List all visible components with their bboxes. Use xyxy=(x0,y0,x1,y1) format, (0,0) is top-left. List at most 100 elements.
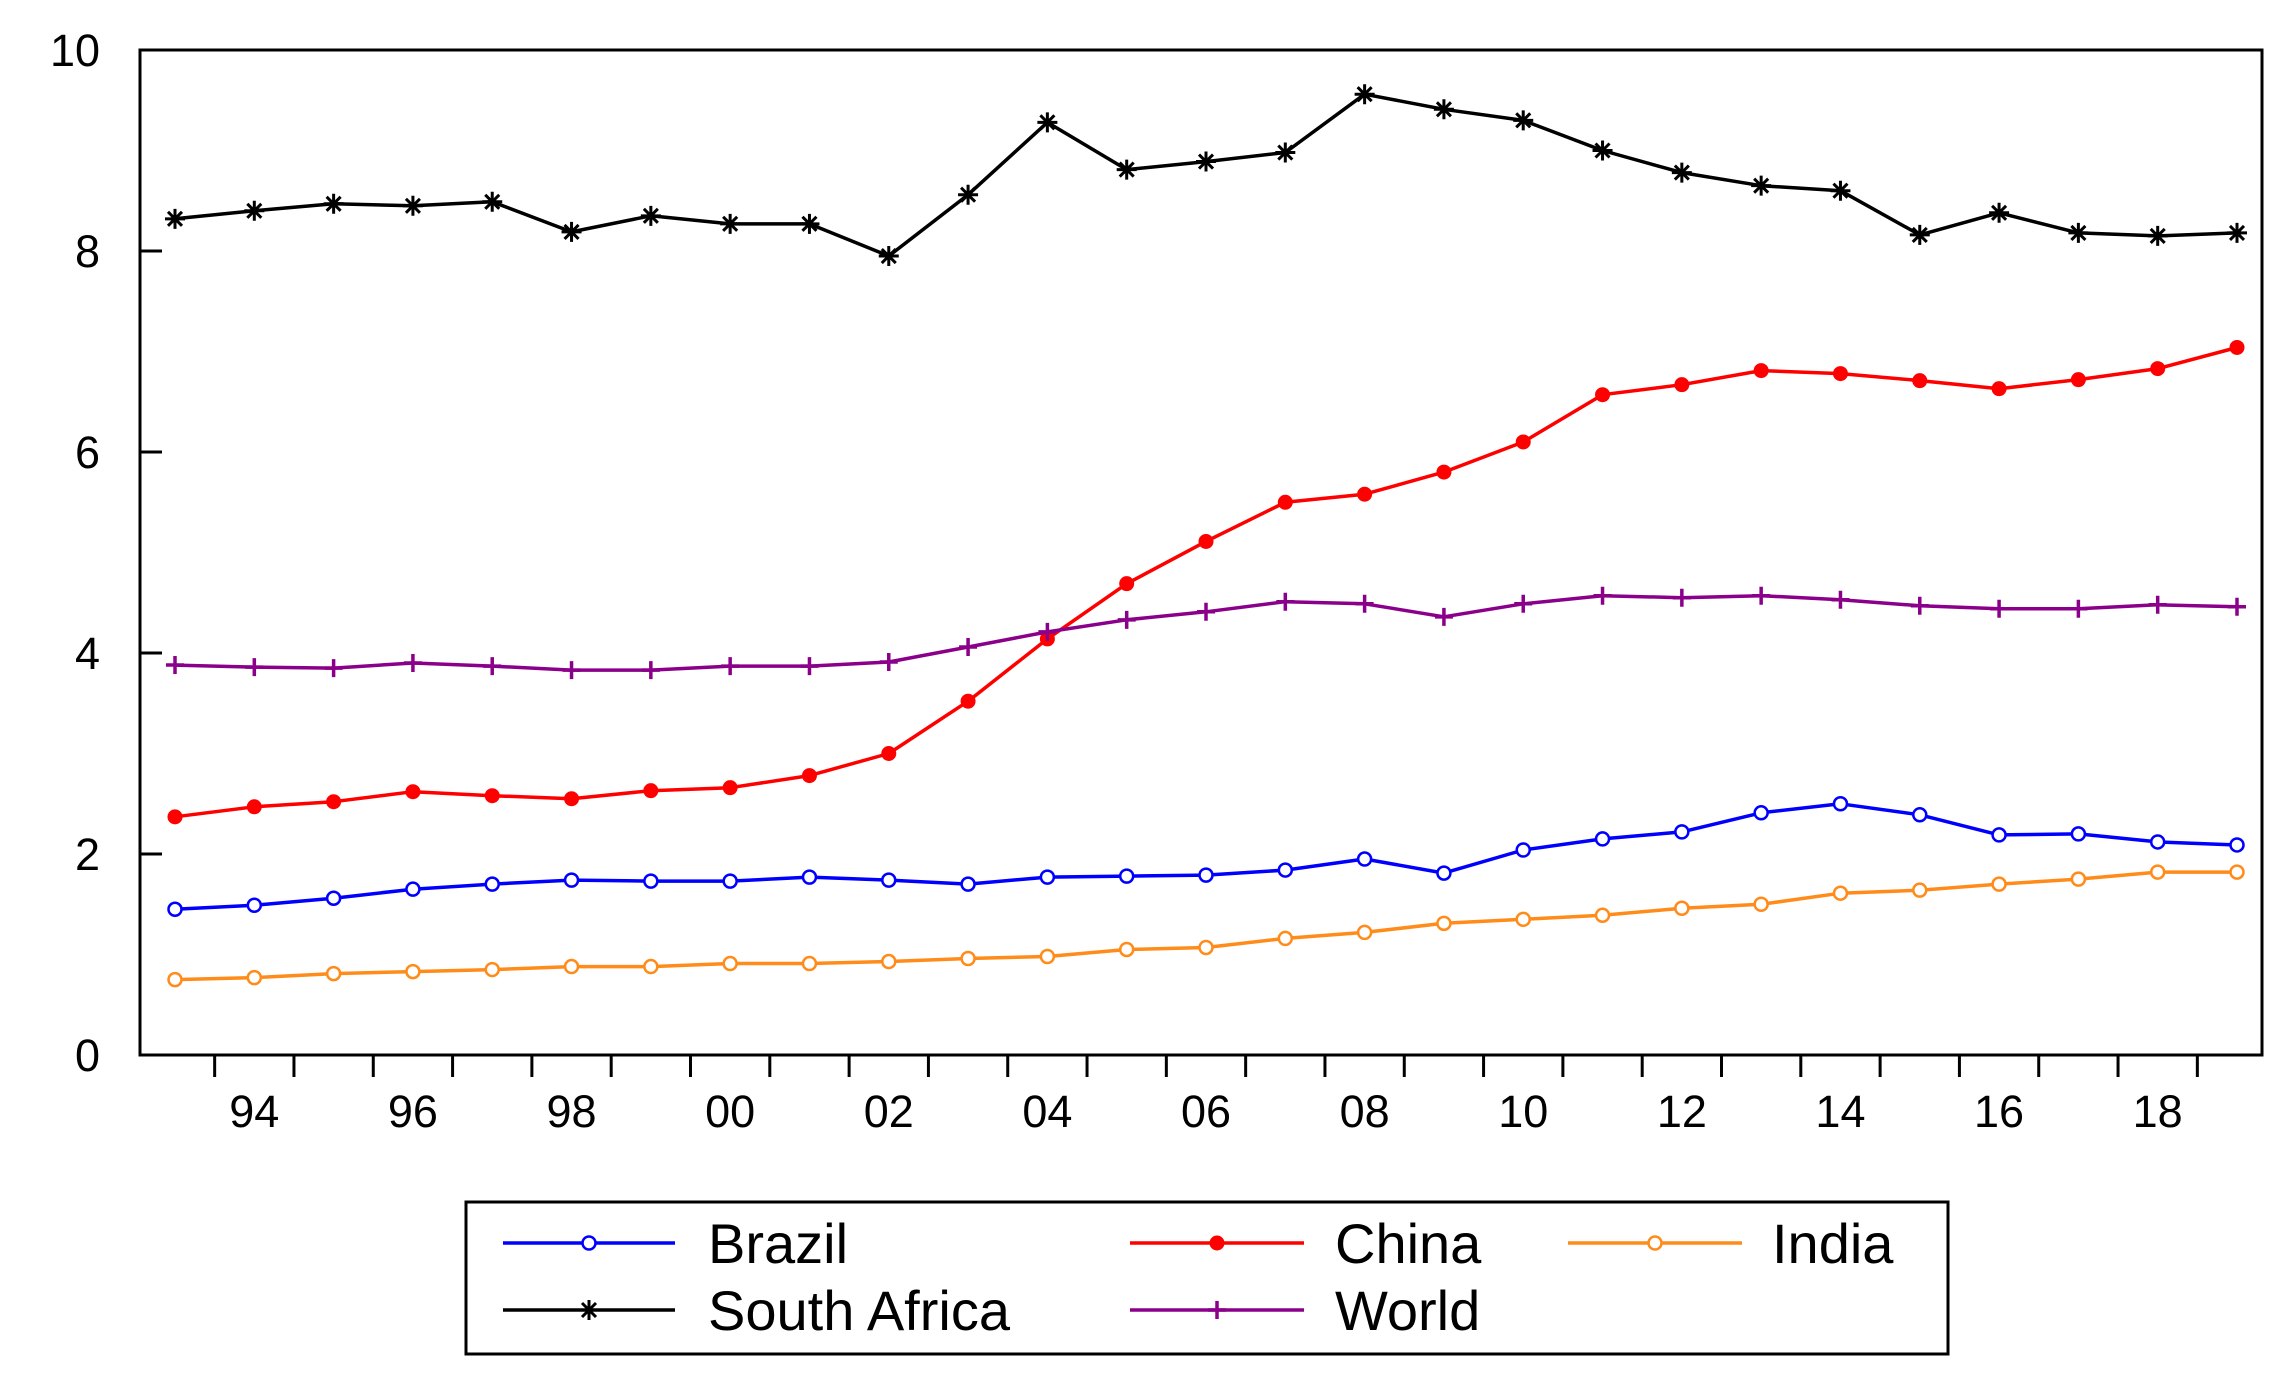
legend-item-china: China xyxy=(1130,1212,1482,1275)
point-south-africa xyxy=(323,193,344,214)
point-india xyxy=(1594,907,1611,924)
x-tick-label: 18 xyxy=(2133,1086,2183,1137)
point-china xyxy=(1515,434,1531,450)
point-brazil xyxy=(2070,826,2087,842)
point-south-africa xyxy=(2068,222,2089,243)
point-brazil xyxy=(484,876,500,892)
point-china xyxy=(484,788,500,804)
point-india xyxy=(405,963,421,980)
point-world xyxy=(1197,602,1215,621)
point-world xyxy=(245,658,264,677)
point-china xyxy=(405,784,421,800)
point-brazil xyxy=(1039,869,1056,885)
point-south-africa xyxy=(720,213,741,234)
point-world xyxy=(1514,594,1533,613)
x-tick-label: 12 xyxy=(1657,1086,1707,1137)
point-india xyxy=(722,955,738,972)
point-china xyxy=(564,791,580,807)
x-tick-label: 94 xyxy=(229,1086,279,1137)
point-india xyxy=(643,958,659,975)
point-india xyxy=(881,953,897,970)
point-brazil xyxy=(1277,862,1294,878)
point-brazil xyxy=(1356,851,1373,867)
point-south-africa xyxy=(799,213,820,234)
point-india xyxy=(1356,924,1373,941)
point-china xyxy=(246,799,262,815)
point-india xyxy=(1753,896,1769,912)
legend-marker xyxy=(1209,1235,1225,1251)
point-world xyxy=(2148,595,2167,614)
point-world xyxy=(324,659,343,678)
x-tick-label: 06 xyxy=(1181,1086,1231,1137)
point-south-africa xyxy=(1037,112,1058,133)
point-brazil xyxy=(405,881,421,897)
point-india xyxy=(1515,911,1531,928)
line-brazil xyxy=(174,802,2238,912)
point-world xyxy=(1593,586,1612,605)
point-south-africa xyxy=(402,195,423,216)
point-world xyxy=(1990,599,2009,618)
legend-swatch-brazil xyxy=(503,1235,675,1251)
point-brazil xyxy=(2229,837,2245,853)
plot-frame xyxy=(138,48,2264,1057)
point-world xyxy=(1672,588,1691,607)
x-axis: 94 96 98 00 02 04 06 08 10 12 14 16 18 xyxy=(213,1055,2199,1137)
legend-label-china: China xyxy=(1335,1212,1482,1275)
point-world xyxy=(641,661,660,680)
point-india xyxy=(801,955,818,972)
point-china xyxy=(643,783,659,799)
point-india xyxy=(1436,915,1452,932)
point-china xyxy=(1991,381,2007,397)
point-south-africa xyxy=(1433,99,1454,120)
series-china xyxy=(167,339,2245,825)
x-tick-label: 04 xyxy=(1022,1086,1072,1137)
y-tick-label: 10 xyxy=(50,25,100,76)
legend-frame xyxy=(464,1200,1950,1356)
point-south-africa xyxy=(878,246,899,267)
point-brazil xyxy=(722,873,738,889)
legend-marker xyxy=(579,1300,599,1320)
legend-item-india: India xyxy=(1568,1212,1894,1275)
legend: Brazil China India South Africa World xyxy=(464,1200,1950,1356)
point-india xyxy=(1832,885,1849,901)
series-brazil xyxy=(167,796,2245,918)
point-brazil xyxy=(2149,834,2166,850)
point-world xyxy=(1831,590,1850,609)
x-tick-label: 14 xyxy=(1815,1086,1865,1137)
point-china xyxy=(881,746,897,761)
legend-swatch-south-africa xyxy=(503,1300,675,1320)
point-world xyxy=(721,657,740,676)
point-brazil xyxy=(1832,796,1849,812)
point-south-africa xyxy=(482,191,503,212)
point-china xyxy=(1595,387,1611,403)
y-tick-label: 4 xyxy=(75,628,100,679)
point-india xyxy=(484,961,500,978)
point-south-africa xyxy=(640,205,661,226)
point-world xyxy=(2069,599,2088,618)
point-china xyxy=(1119,576,1135,592)
point-brazil xyxy=(563,872,580,888)
point-south-africa xyxy=(1513,110,1534,131)
point-brazil xyxy=(1753,805,1769,821)
point-brazil xyxy=(643,873,659,889)
point-brazil xyxy=(1198,867,1214,883)
point-brazil xyxy=(1991,827,2007,843)
point-brazil xyxy=(881,872,897,888)
point-brazil xyxy=(1515,842,1531,858)
point-south-africa xyxy=(1116,159,1137,180)
legend-swatch-world xyxy=(1130,1301,1304,1319)
legend-item-world: World xyxy=(1130,1279,1480,1342)
point-brazil xyxy=(325,890,342,906)
point-india xyxy=(2149,864,2166,880)
point-india xyxy=(563,958,580,975)
x-tick-label: 00 xyxy=(705,1086,755,1137)
point-brazil xyxy=(960,876,976,892)
point-china xyxy=(167,809,183,825)
point-china xyxy=(801,768,817,784)
series-south-africa xyxy=(165,84,2247,267)
legend-marker xyxy=(1208,1301,1226,1319)
point-world xyxy=(1038,622,1057,641)
x-tick-label: 10 xyxy=(1498,1086,1548,1137)
point-china xyxy=(1436,464,1452,480)
legend-label-brazil: Brazil xyxy=(708,1212,848,1275)
